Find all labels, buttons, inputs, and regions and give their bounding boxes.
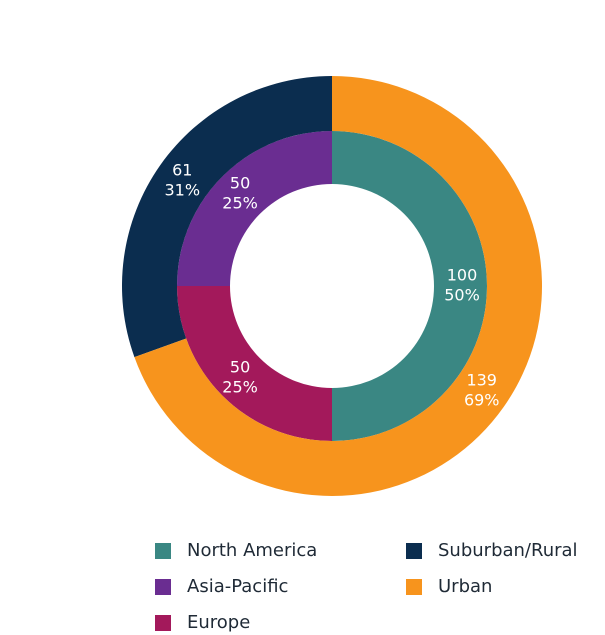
legend-swatch: [155, 543, 171, 559]
legend-label: Urban: [438, 576, 492, 597]
donut-segment: [122, 76, 333, 358]
percent-label: 69%: [464, 391, 500, 410]
legend-swatch: [155, 615, 171, 631]
value-label: 139: [466, 371, 497, 390]
donut-segment: [177, 286, 332, 441]
legend-swatch: [155, 579, 171, 595]
percent-label: 25%: [222, 377, 258, 396]
donut-segment: [177, 131, 332, 286]
percent-label: 31%: [164, 180, 200, 199]
legend-label: Suburban/Rural: [438, 540, 578, 561]
legend-label: North America: [187, 540, 317, 561]
value-label: 100: [447, 266, 478, 285]
donut-segment: [332, 131, 487, 441]
legend-swatch: [406, 543, 422, 559]
legend-label: Asia-Pacific: [187, 576, 288, 597]
legend-swatch: [406, 579, 422, 595]
value-label: 61: [172, 160, 192, 179]
legend-label: Europe: [187, 612, 250, 633]
value-label: 50: [230, 174, 250, 193]
percent-label: 50%: [444, 286, 480, 305]
percent-label: 25%: [222, 194, 258, 213]
value-label: 50: [230, 357, 250, 376]
